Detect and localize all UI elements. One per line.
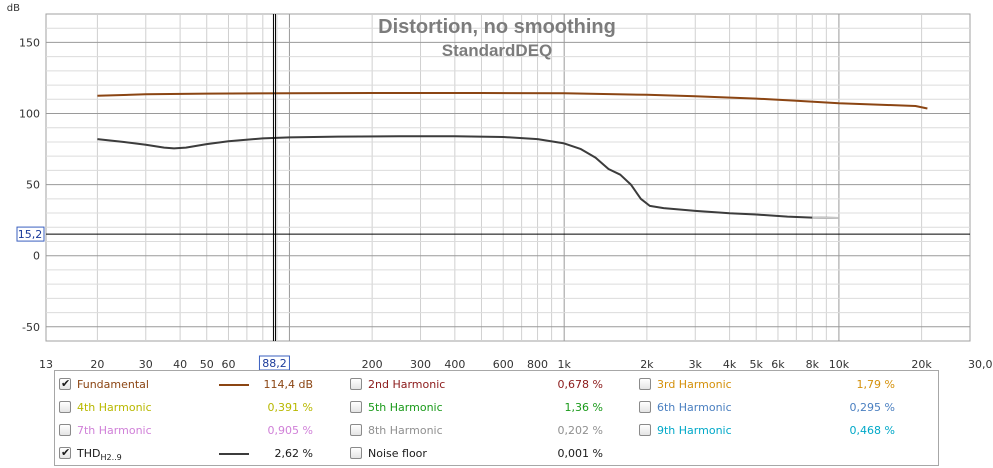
- legend-value: 0,905 %: [268, 421, 313, 441]
- legend-item-4th-harmonic[interactable]: 4th Harmonic 0,391 %: [59, 398, 313, 418]
- x-tick-label: 40: [173, 358, 187, 370]
- legend-checkbox[interactable]: [59, 424, 71, 436]
- y-tick-label: 100: [19, 108, 40, 121]
- x-tick-label: 30: [139, 358, 153, 370]
- cursor-y-readout: 15,2: [18, 228, 43, 241]
- legend-label: 9th Harmonic: [657, 421, 732, 441]
- legend-item-fundamental[interactable]: Fundamental 114,4 dB: [59, 375, 313, 395]
- y-tick-label: 150: [19, 36, 40, 49]
- legend-item-9th-harmonic[interactable]: 9th Harmonic 0,468 %: [639, 421, 895, 441]
- x-tick-label: 50: [200, 358, 214, 370]
- legend-label: 2nd Harmonic: [368, 375, 445, 395]
- legend-label: 3rd Harmonic: [657, 375, 732, 395]
- legend-value: 2,62 %: [275, 444, 313, 464]
- chart-title: Distortion, no smoothing: [378, 16, 616, 38]
- legend-value: 114,4 dB: [263, 375, 313, 395]
- legend-value: 0,468 %: [850, 421, 895, 441]
- plot-area: [46, 14, 970, 341]
- legend-checkbox[interactable]: [639, 378, 651, 390]
- legend-item-5th-harmonic[interactable]: 5th Harmonic 1,36 %: [350, 398, 603, 418]
- legend-value: 1,36 %: [565, 398, 603, 418]
- y-axis-ticks: 150 100 50 0 -50: [19, 36, 40, 333]
- legend-checkbox[interactable]: [59, 401, 71, 413]
- legend-checkbox[interactable]: [350, 378, 362, 390]
- legend-label: THDH2..9: [77, 444, 122, 468]
- y-tick-label: -50: [22, 321, 40, 334]
- legend-label: Fundamental: [77, 375, 149, 395]
- x-tick-label: 20: [90, 358, 104, 370]
- legend-item-7th-harmonic[interactable]: 7th Harmonic 0,905 %: [59, 421, 313, 441]
- x-tick-label: 6k: [771, 358, 785, 370]
- legend-value: 0,202 %: [558, 421, 603, 441]
- x-tick-label: 60: [221, 358, 235, 370]
- legend-value: 0,391 %: [268, 398, 313, 418]
- cursor-x-readout: 88,2: [262, 357, 287, 370]
- chart-subtitle: StandardDEQ: [442, 41, 553, 60]
- distortion-chart: 15,2 88,2 Distortion, no smoothing Standa…: [0, 0, 993, 370]
- legend-label: 4th Harmonic: [77, 398, 152, 418]
- x-tick-label: 8k: [806, 358, 820, 370]
- legend-label-subscript: H2..9: [100, 453, 121, 462]
- legend-checkbox[interactable]: [350, 424, 362, 436]
- x-tick-label: 600: [493, 358, 514, 370]
- x-tick-label: 5k: [750, 358, 764, 370]
- y-tick-label: 0: [33, 250, 40, 263]
- legend-item-6th-harmonic[interactable]: 6th Harmonic 0,295 %: [639, 398, 895, 418]
- x-tick-label: 300: [410, 358, 431, 370]
- x-tick-label: 200: [362, 358, 383, 370]
- x-tick-label: 1k: [557, 358, 571, 370]
- legend-checkbox[interactable]: [59, 378, 71, 390]
- x-tick-label: 20k: [911, 358, 932, 370]
- legend-label: 8th Harmonic: [368, 421, 443, 441]
- legend-item-2nd-harmonic[interactable]: 2nd Harmonic 0,678 %: [350, 375, 603, 395]
- legend-checkbox[interactable]: [639, 424, 651, 436]
- x-tick-label: 13: [39, 358, 53, 370]
- legend-checkbox[interactable]: [639, 401, 651, 413]
- legend-label: Noise floor: [368, 444, 427, 464]
- legend-line-swatch: [219, 384, 249, 386]
- legend-item-noise-floor[interactable]: Noise floor 0,001 %: [350, 444, 603, 464]
- legend-item-thd[interactable]: THDH2..92,62 %: [59, 444, 313, 464]
- legend-checkbox[interactable]: [350, 401, 362, 413]
- x-tick-label: 4k: [723, 358, 737, 370]
- x-axis-ticks: 13 20 30 40 50 60 200 300 400 600 800 1k 2k 3k 4k 5k 6k 8…: [39, 358, 993, 370]
- legend-checkbox[interactable]: [59, 447, 71, 459]
- x-tick-label: 2k: [640, 358, 654, 370]
- legend-value: 0,678 %: [558, 375, 603, 395]
- legend-label: 5th Harmonic: [368, 398, 443, 418]
- legend-label: 7th Harmonic: [77, 421, 152, 441]
- legend-value: 0,001 %: [558, 444, 603, 464]
- legend-value: 1,79 %: [857, 375, 895, 395]
- y-tick-label: 50: [26, 179, 40, 192]
- x-tick-label: 3k: [689, 358, 703, 370]
- legend-value: 0,295 %: [850, 398, 895, 418]
- legend-panel: Fundamental 114,4 dB 2nd Harmonic 0,678 % 3r…: [54, 370, 939, 466]
- y-unit-label: dB: [7, 3, 20, 14]
- x-tick-label: 30,0kHz: [968, 358, 993, 370]
- x-tick-label: 800: [527, 358, 548, 370]
- x-tick-label: 10k: [829, 358, 850, 370]
- x-tick-label: 400: [444, 358, 465, 370]
- legend-line-swatch: [219, 453, 249, 455]
- legend-item-3rd-harmonic[interactable]: 3rd Harmonic 1,79 %: [639, 375, 895, 395]
- legend-item-8th-harmonic[interactable]: 8th Harmonic 0,202 %: [350, 421, 603, 441]
- legend-checkbox[interactable]: [350, 447, 362, 459]
- legend-label: 6th Harmonic: [657, 398, 732, 418]
